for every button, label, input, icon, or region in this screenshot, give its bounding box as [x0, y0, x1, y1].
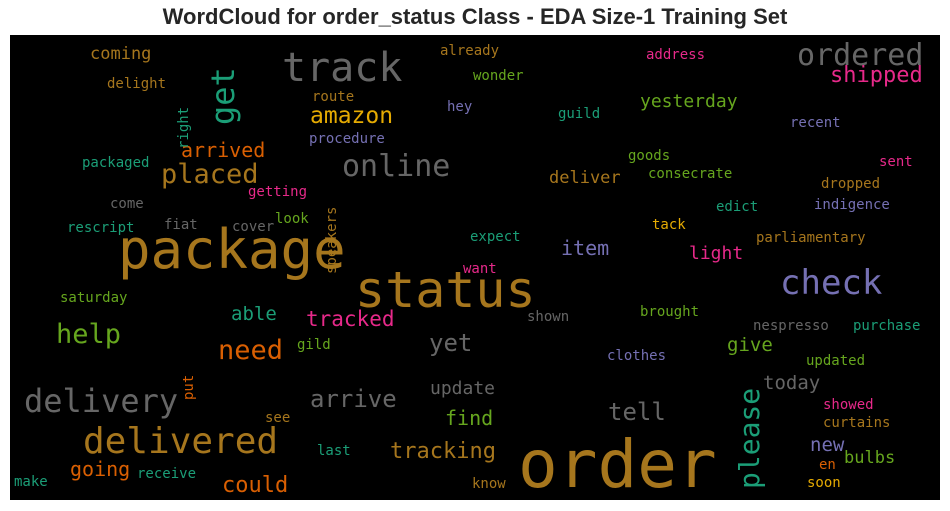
word-goods: goods: [628, 148, 671, 164]
word-arrived: arrived: [181, 138, 266, 162]
word-cover: cover: [232, 219, 275, 235]
word-give: give: [727, 334, 773, 356]
word-come: come: [110, 196, 144, 212]
word-know: know: [472, 476, 506, 492]
word-getting: getting: [248, 184, 308, 200]
word-amazon: amazon: [310, 103, 394, 129]
word-parliamentary: parliamentary: [756, 230, 866, 246]
word-delight: delight: [107, 76, 167, 92]
word-able: able: [231, 303, 277, 325]
word-curtains: curtains: [823, 415, 891, 431]
word-last: last: [317, 443, 351, 459]
word-update: update: [430, 378, 496, 399]
word-consecrate: consecrate: [648, 166, 733, 182]
word-arrive: arrive: [310, 385, 397, 413]
word-bulbs: bulbs: [844, 448, 896, 468]
word-tack: tack: [652, 217, 686, 233]
word-dropped: dropped: [821, 176, 881, 192]
word-yet: yet: [429, 329, 473, 357]
word-gild: gild: [297, 337, 331, 353]
word-going: going: [70, 457, 131, 481]
word-find: find: [445, 406, 494, 430]
word-purchase: purchase: [853, 318, 921, 334]
chart-title: WordCloud for order_status Class - EDA S…: [162, 4, 788, 29]
word-wonder: wonder: [473, 68, 524, 84]
word-help: help: [56, 319, 122, 350]
word-today: today: [763, 372, 821, 394]
word-new: new: [810, 434, 845, 456]
word-speakers: speakers: [324, 206, 340, 275]
word-updated: updated: [806, 353, 866, 369]
word-see: see: [265, 410, 291, 426]
word-recent: recent: [790, 115, 841, 131]
word-saturday: saturday: [60, 290, 128, 306]
word-address: address: [646, 47, 706, 63]
word-deliver: deliver: [549, 168, 621, 188]
wordcloud-canvas: order package status track delivered check del…: [10, 35, 940, 500]
word-indigence: indigence: [814, 197, 890, 213]
word-delivery: delivery: [24, 382, 179, 420]
word-put: put: [181, 374, 197, 401]
word-could: could: [222, 473, 289, 498]
word-hey: hey: [447, 99, 473, 115]
word-get: get: [204, 66, 242, 125]
word-light: light: [689, 243, 744, 264]
word-guild: guild: [558, 106, 601, 122]
word-online: online: [342, 149, 451, 184]
word-en: en: [819, 457, 836, 473]
word-shown: shown: [527, 309, 570, 325]
word-tracked: tracked: [306, 307, 395, 331]
word-procedure: procedure: [309, 131, 385, 147]
word-brought: brought: [640, 304, 700, 320]
word-sent: sent: [879, 154, 913, 170]
word-expect: expect: [470, 229, 521, 245]
word-package: package: [118, 218, 346, 281]
word-route: route: [312, 89, 355, 105]
word-want: want: [463, 261, 497, 277]
word-delivered: delivered: [83, 421, 279, 462]
word-yesterday: yesterday: [640, 91, 738, 112]
word-already: already: [440, 43, 500, 59]
word-tracking: tracking: [390, 439, 496, 464]
word-nespresso: nespresso: [753, 318, 829, 334]
word-make: make: [14, 474, 48, 490]
word-coming: coming: [90, 44, 152, 64]
word-rescript: rescript: [67, 220, 135, 236]
word-soon: soon: [807, 475, 841, 491]
word-packaged: packaged: [82, 155, 150, 171]
word-tell: tell: [608, 398, 666, 426]
word-please: please: [733, 387, 766, 489]
word-item: item: [561, 236, 610, 260]
word-fiat: fiat: [164, 217, 198, 233]
word-clothes: clothes: [607, 348, 667, 364]
word-receive: receive: [137, 466, 197, 482]
word-status: status: [355, 261, 536, 319]
word-check: check: [780, 263, 883, 303]
word-edict: edict: [716, 199, 759, 215]
word-look: look: [275, 211, 309, 227]
word-need: need: [218, 335, 284, 366]
word-placed: placed: [161, 159, 259, 190]
word-right: right: [176, 106, 192, 149]
word-track: track: [282, 45, 403, 91]
word-shipped: shipped: [830, 63, 923, 88]
word-order: order: [518, 426, 717, 500]
word-ordered: ordered: [797, 38, 924, 73]
word-showed: showed: [823, 397, 874, 413]
